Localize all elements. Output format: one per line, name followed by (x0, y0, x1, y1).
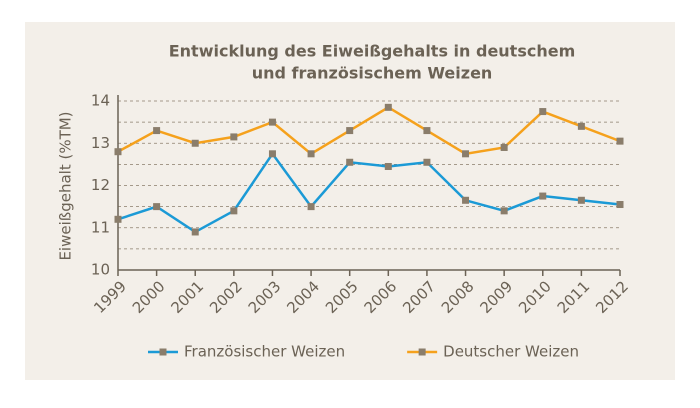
marker (577, 196, 585, 204)
marker (153, 203, 161, 211)
marker (268, 118, 276, 126)
marker (616, 137, 624, 145)
marker (539, 192, 547, 200)
marker (423, 127, 431, 135)
y-tick-label: 12 (91, 176, 110, 194)
marker (153, 127, 161, 135)
marker (577, 122, 585, 130)
y-tick-label: 13 (91, 134, 110, 152)
marker (423, 158, 431, 166)
legend-marker (418, 348, 426, 356)
y-tick-label: 11 (91, 218, 110, 236)
marker (230, 133, 238, 141)
marker (307, 203, 315, 211)
panel (25, 22, 675, 380)
marker (539, 108, 547, 116)
marker (114, 215, 122, 223)
marker (500, 207, 508, 215)
marker (230, 207, 238, 215)
marker (307, 150, 315, 158)
marker (268, 150, 276, 158)
y-tick-label: 10 (91, 261, 110, 279)
y-axis-title: Eiweißgehalt (%TM) (57, 111, 75, 260)
chart-title: Entwicklung des Eiweißgehalts in deutsch… (169, 42, 576, 61)
marker (462, 196, 470, 204)
marker (191, 228, 199, 236)
marker (384, 162, 392, 170)
marker (114, 148, 122, 156)
line-series (117, 105, 621, 156)
legend-label: Französischer Weizen (184, 343, 345, 361)
legend-marker (159, 348, 167, 356)
chart-title: und französischem Weizen (252, 64, 493, 83)
legend-label: Deutscher Weizen (443, 343, 579, 361)
marker (500, 143, 508, 151)
y-tick-label: 14 (91, 92, 110, 110)
marker (346, 127, 354, 135)
line-series (117, 151, 621, 234)
marker (346, 158, 354, 166)
marker (384, 103, 392, 111)
marker (616, 201, 624, 209)
marker (462, 150, 470, 158)
marker (191, 139, 199, 147)
